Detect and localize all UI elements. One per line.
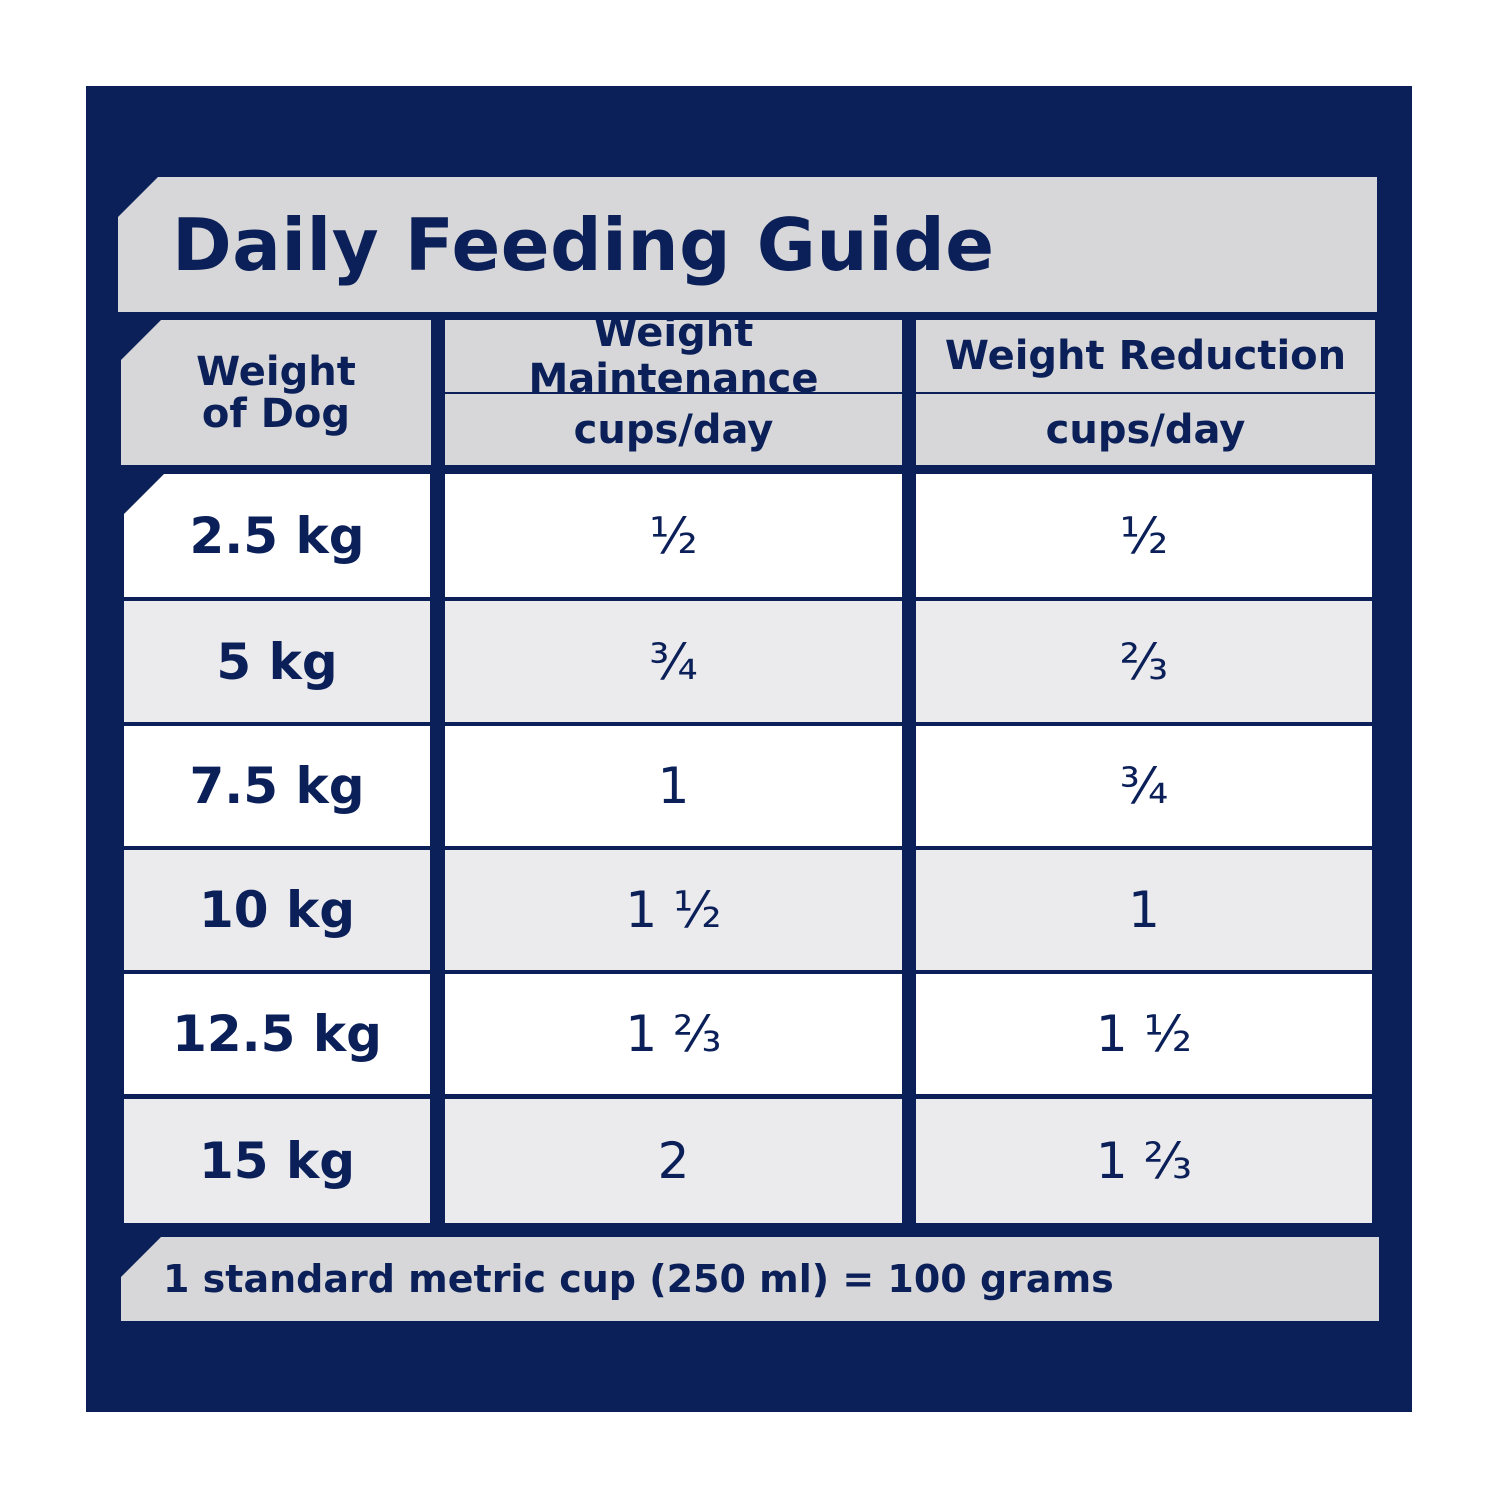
header-maintenance-unit: cups/day	[445, 394, 902, 465]
row-weight-cell: 5 kg	[124, 601, 430, 722]
row-weight-cell: 15 kg	[124, 1099, 430, 1223]
header-weight-reduction: Weight Reduction	[916, 320, 1375, 392]
footnote: 1 standard metric cup (250 ml) = 100 gra…	[121, 1237, 1379, 1321]
row-weight-cell: 7.5 kg	[124, 726, 430, 846]
header-reduction-unit: cups/day	[916, 394, 1375, 465]
header-weight-of-dog: Weight of Dog	[121, 320, 431, 465]
row-weight-cell: 12.5 kg	[124, 974, 430, 1094]
row-reduction-cell: ½	[916, 474, 1372, 597]
row-reduction-cell: ⅔	[916, 601, 1372, 722]
header-weight-line1: Weight	[196, 348, 356, 395]
header-weight-maintenance: Weight Maintenance	[445, 310, 902, 402]
row-weight-cell: 10 kg	[124, 850, 430, 970]
header-weight-line2: of Dog	[201, 390, 351, 437]
row-maintenance-cell: 1 ⅔	[445, 974, 902, 1094]
row-reduction-cell: 1 ½	[916, 974, 1372, 1094]
row-maintenance-cell: ¾	[445, 601, 902, 722]
row-weight-cell: 2.5 kg	[124, 474, 430, 597]
page-title: Daily Feeding Guide	[118, 177, 1377, 312]
row-maintenance-cell: ½	[445, 474, 902, 597]
row-reduction-cell: ¾	[916, 726, 1372, 846]
row-maintenance-cell: 2	[445, 1099, 902, 1223]
row-reduction-cell: 1 ⅔	[916, 1099, 1372, 1223]
row-maintenance-cell: 1 ½	[445, 850, 902, 970]
row-maintenance-cell: 1	[445, 726, 902, 846]
row-reduction-cell: 1	[916, 850, 1372, 970]
